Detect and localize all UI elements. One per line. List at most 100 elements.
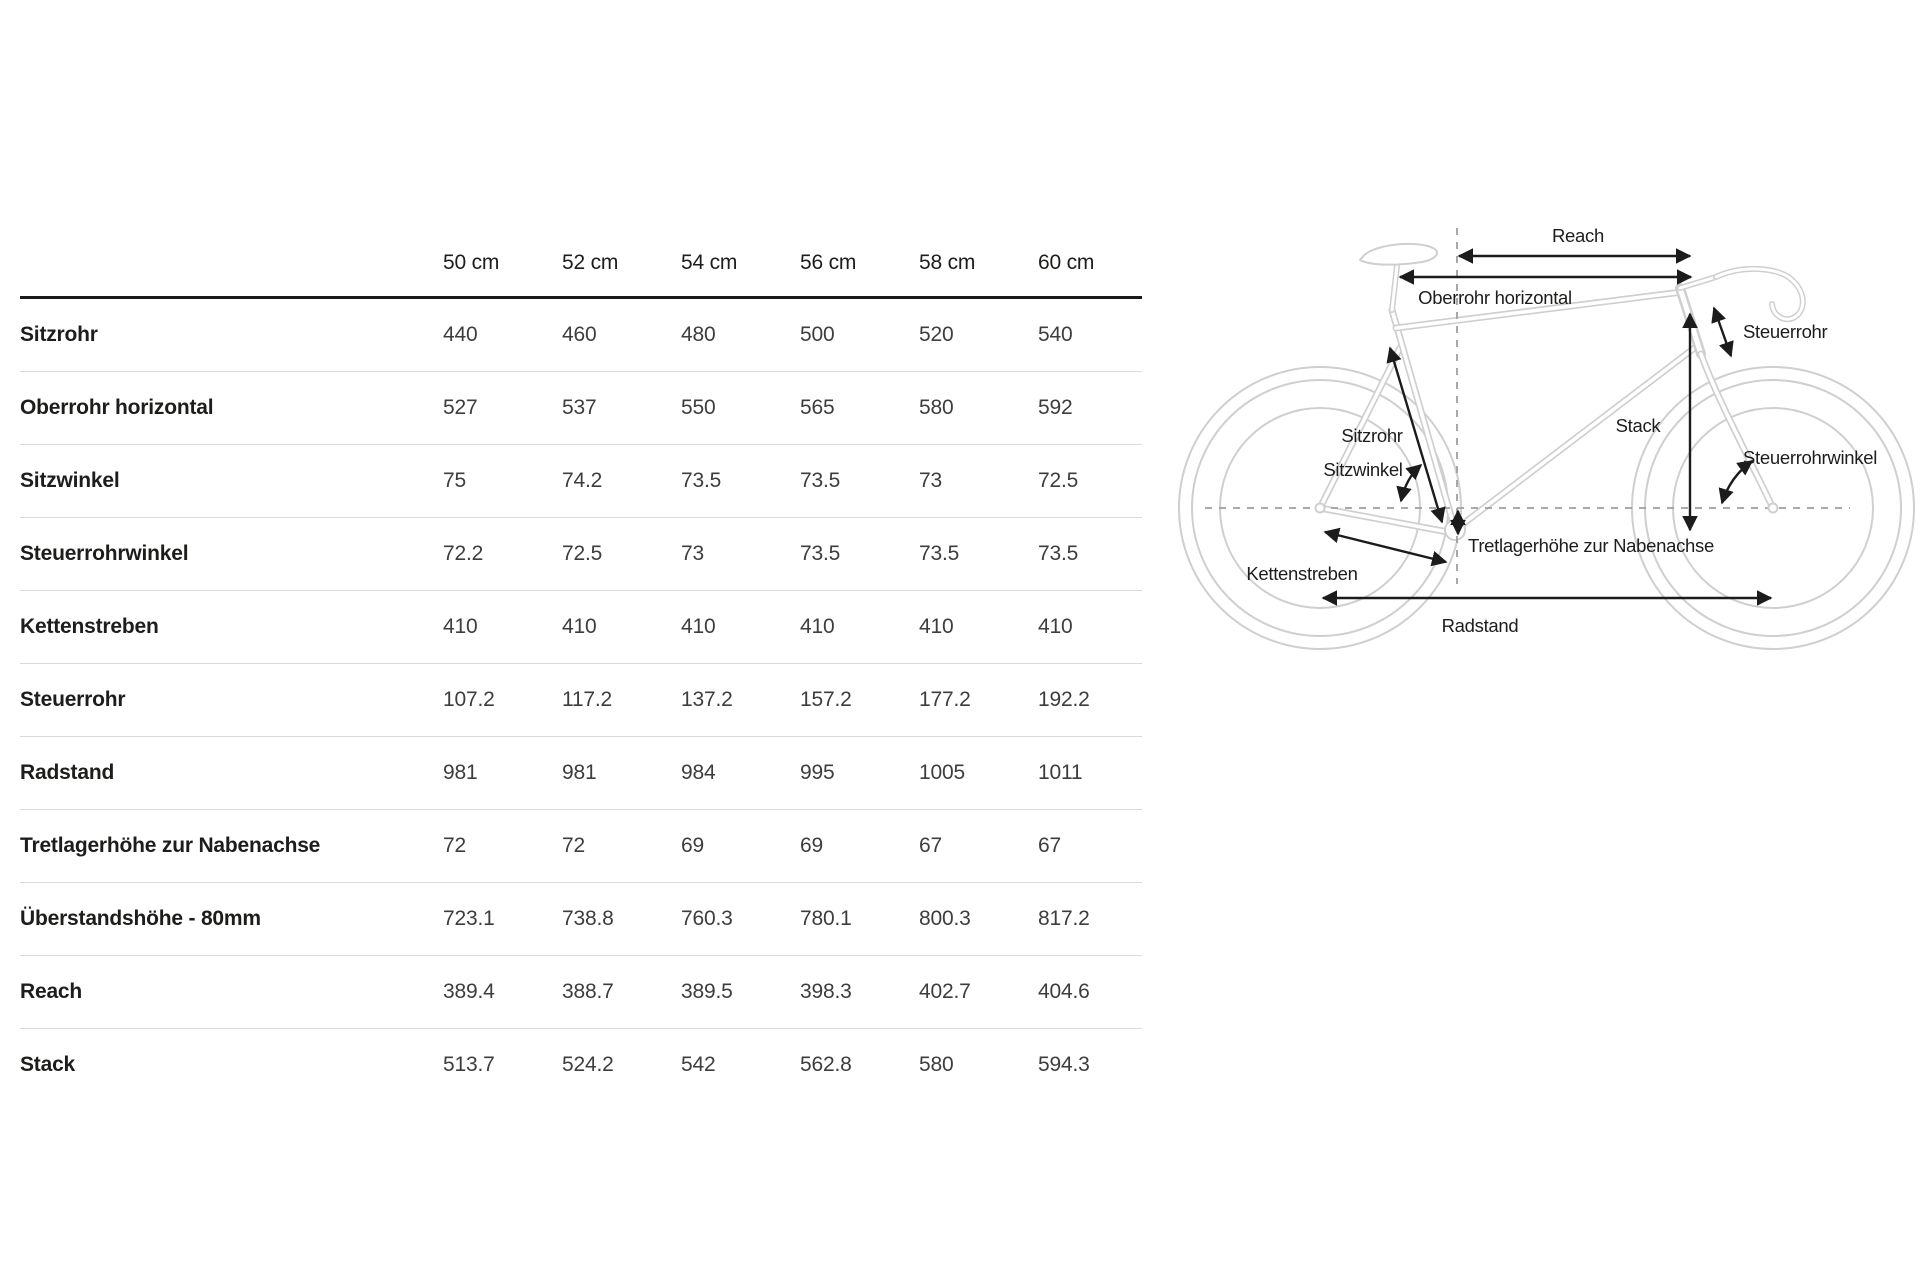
table-cell: 580 [919,396,954,419]
table-cell: 75 [443,469,466,492]
table-cell: 117.2 [562,688,612,711]
header-size-56: 56 cm [800,251,857,274]
table-cell: 817.2 [1038,907,1090,930]
header-size-58: 58 cm [919,251,976,274]
table-cell: 527 [443,396,478,419]
table-cell: 480 [681,323,716,346]
stack-label: Stack [1616,415,1662,436]
table-cell: 410 [443,615,478,638]
row-label: Oberrohr horizontal [20,396,214,419]
table-cell: 67 [919,834,942,857]
steuerrohrwinkel-label: Steuerrohrwinkel [1743,447,1877,468]
table-cell: 537 [562,396,597,419]
table-row: Radstand 981 981 984 995 1005 1011 [20,737,1142,810]
table-cell: 780.1 [800,907,852,930]
table-cell: 73.5 [919,542,960,565]
table-cell: 73.5 [1038,542,1079,565]
row-label: Sitzwinkel [20,469,120,492]
row-label: Steuerrohr [20,688,126,711]
reach-label: Reach [1552,225,1604,246]
table-cell: 440 [443,323,478,346]
header-size-50: 50 cm [443,251,500,274]
table-cell: 69 [681,834,704,857]
table-cell: 995 [800,761,835,784]
table-cell: 137.2 [681,688,733,711]
table-cell: 73.5 [681,469,722,492]
table-row: Überstandshöhe - 80mm 723.1 738.8 760.3 … [20,883,1142,956]
table-cell: 74.2 [562,469,603,492]
header-size-60: 60 cm [1038,251,1095,274]
table-cell: 592 [1038,396,1073,419]
bottom-bracket-icon [1444,519,1466,541]
table-cell: 760.3 [681,907,733,930]
table-cell: 410 [681,615,716,638]
table-cell: 984 [681,761,716,784]
table-row: Steuerrohr 107.2 117.2 137.2 157.2 177.2… [20,664,1142,737]
table-cell: 410 [562,615,597,638]
row-label: Steuerrohrwinkel [20,542,189,565]
table-cell: 72.5 [562,542,603,565]
table-cell: 513.7 [443,1053,495,1076]
table-row: Sitzrohr 440 460 480 500 520 540 [20,299,1142,372]
table-cell: 410 [1038,615,1073,638]
table-cell: 389.4 [443,980,495,1003]
steuerrohr-arrow [1711,306,1734,358]
table-cell: 550 [681,396,716,419]
table-cell: 72 [443,834,466,857]
table-cell: 800.3 [919,907,971,930]
bike-diagram-svg: Reach Oberrohr horizontal Steuerrohr Sit… [1178,225,1915,650]
row-label: Tretlagerhöhe zur Nabenachse [20,834,321,857]
table-cell: 580 [919,1053,954,1076]
table-row: Sitzwinkel 75 74.2 73.5 73.5 73 72.5 [20,445,1142,518]
table-cell: 981 [562,761,597,784]
row-label: Reach [20,980,83,1003]
header-size-52: 52 cm [562,251,619,274]
sitzwinkel-label: Sitzwinkel [1323,459,1402,480]
table-cell: 410 [919,615,954,638]
bike-geometry-diagram: Reach Oberrohr horizontal Steuerrohr Sit… [1150,180,1920,700]
table-cell: 192.2 [1038,688,1090,711]
table-cell: 73 [681,542,704,565]
table-cell: 107.2 [443,688,495,711]
table-row: Tretlagerhöhe zur Nabenachse 72 72 69 69… [20,810,1142,883]
table-cell: 73.5 [800,542,841,565]
steuerrohr-label: Steuerrohr [1743,321,1828,342]
table-cell: 524.2 [562,1053,614,1076]
table-row: Reach 389.4 388.7 389.5 398.3 402.7 404.… [20,956,1142,1029]
table-cell: 1005 [919,761,965,784]
table-cell: 738.8 [562,907,614,930]
row-label: Kettenstreben [20,615,159,638]
table-cell: 410 [800,615,835,638]
table-cell: 460 [562,323,597,346]
table-cell: 388.7 [562,980,614,1003]
table-cell: 594.3 [1038,1053,1090,1076]
kettenstreben-label: Kettenstreben [1246,563,1357,584]
table-cell: 562.8 [800,1053,852,1076]
table-cell: 72 [562,834,585,857]
sitzrohr-label: Sitzrohr [1341,425,1402,446]
table-cell: 398.3 [800,980,852,1003]
row-label: Überstandshöhe - 80mm [20,907,261,930]
saddle-icon [1359,242,1438,266]
table-row: Steuerrohrwinkel 72.2 72.5 73 73.5 73.5 … [20,518,1142,591]
table-cell: 1011 [1038,761,1083,784]
table-cell: 72.2 [443,542,484,565]
sitzwinkel-arc [1396,463,1423,503]
table-cell: 69 [800,834,823,857]
table-row: Stack 513.7 524.2 542 562.8 580 594.3 [20,1029,1142,1101]
steuerrohrwinkel-arc [1718,460,1754,505]
table-cell: 723.1 [443,907,495,930]
table-cell: 67 [1038,834,1061,857]
table-cell: 542 [681,1053,716,1076]
header-divider [20,296,1142,299]
header-size-54: 54 cm [681,251,738,274]
table-cell: 540 [1038,323,1073,346]
row-label: Sitzrohr [20,323,98,346]
table-row: Oberrohr horizontal 527 537 550 565 580 … [20,372,1142,445]
table-cell: 981 [443,761,478,784]
table-cell: 73.5 [800,469,841,492]
row-label: Radstand [20,761,115,784]
sitzrohr-arrow [1386,346,1446,524]
geometry-table: 50 cm 52 cm 54 cm 56 cm 58 cm 60 cm Sitz… [20,230,1142,1101]
table-cell: 72.5 [1038,469,1079,492]
